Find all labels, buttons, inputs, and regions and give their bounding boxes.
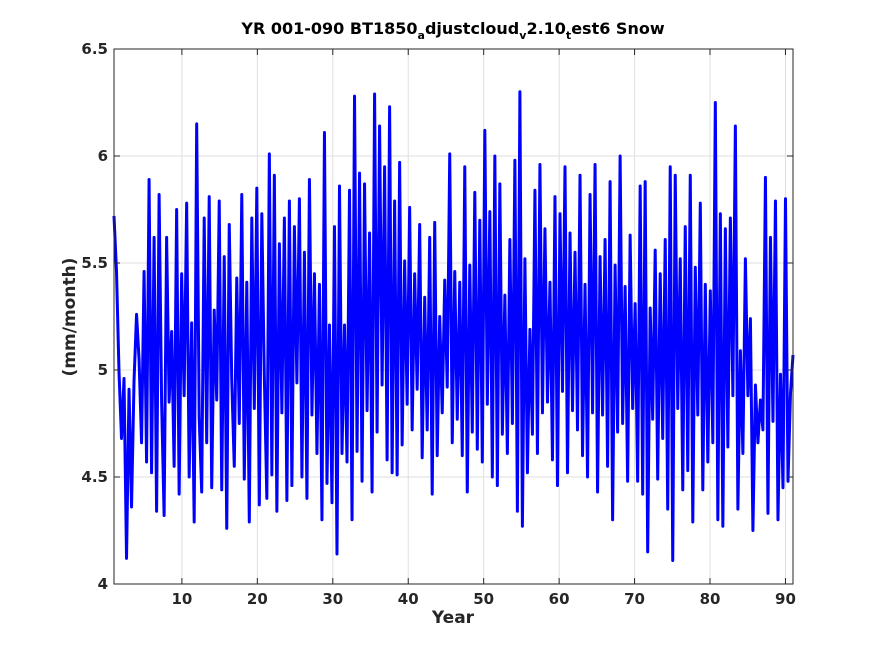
x-tick-label: 10 <box>171 590 192 608</box>
x-tick-label: 20 <box>247 590 268 608</box>
y-axis-label: (mm/month) <box>60 258 80 377</box>
series-line-1 <box>112 90 795 562</box>
y-tick-label: 5.5 <box>81 254 108 272</box>
x-axis-label: Year <box>431 608 475 628</box>
y-tick-label: 6 <box>98 147 108 165</box>
y-tick-label: 4 <box>98 575 108 593</box>
plot-frame <box>113 48 794 585</box>
x-tick-label: 30 <box>322 590 343 608</box>
x-tick-label: 80 <box>700 590 721 608</box>
chart-title: YR 001-090 BT1850adjustcloudv2.10test6 S… <box>240 19 664 42</box>
y-tick-label: 4.5 <box>81 468 108 486</box>
x-tick-label: 40 <box>398 590 419 608</box>
series-layer <box>112 90 795 562</box>
x-tick-label: 60 <box>549 590 570 608</box>
x-tick-label: 50 <box>473 590 494 608</box>
y-tick-label: 6.5 <box>81 40 108 58</box>
y-tick-labels: 4 4.5 5 5.5 6 6.5 <box>81 40 108 593</box>
axis-ticks <box>114 48 793 585</box>
x-tick-label: 70 <box>624 590 645 608</box>
x-tick-label: 90 <box>775 590 796 608</box>
x-tick-labels: 10 20 30 40 50 60 70 80 90 <box>171 590 795 608</box>
y-tick-label: 5 <box>98 361 108 379</box>
